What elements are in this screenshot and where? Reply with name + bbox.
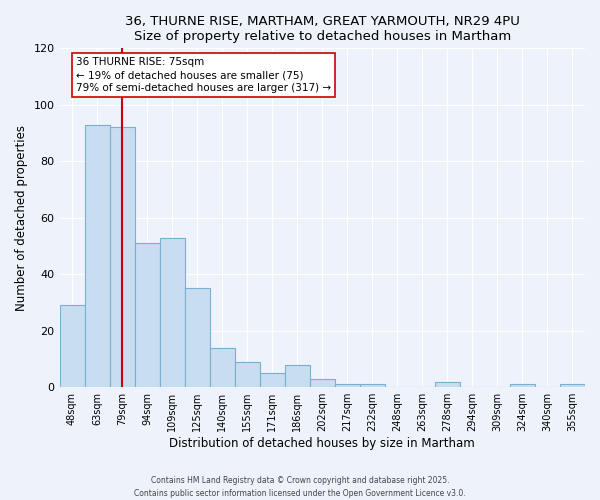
- Bar: [510, 384, 535, 387]
- X-axis label: Distribution of detached houses by size in Martham: Distribution of detached houses by size …: [169, 437, 475, 450]
- Bar: [209, 348, 235, 387]
- Text: 36 THURNE RISE: 75sqm
← 19% of detached houses are smaller (75)
79% of semi-deta: 36 THURNE RISE: 75sqm ← 19% of detached …: [76, 57, 331, 93]
- Bar: [160, 238, 185, 387]
- Bar: [260, 373, 285, 387]
- Bar: [285, 364, 310, 387]
- Bar: [134, 243, 160, 387]
- Bar: [185, 288, 209, 387]
- Bar: [335, 384, 360, 387]
- Bar: [310, 378, 335, 387]
- Text: Contains HM Land Registry data © Crown copyright and database right 2025.
Contai: Contains HM Land Registry data © Crown c…: [134, 476, 466, 498]
- Bar: [360, 384, 385, 387]
- Bar: [85, 124, 110, 387]
- Title: 36, THURNE RISE, MARTHAM, GREAT YARMOUTH, NR29 4PU
Size of property relative to : 36, THURNE RISE, MARTHAM, GREAT YARMOUTH…: [125, 15, 520, 43]
- Bar: [59, 306, 85, 387]
- Y-axis label: Number of detached properties: Number of detached properties: [15, 125, 28, 311]
- Bar: [110, 128, 134, 387]
- Bar: [435, 382, 460, 387]
- Bar: [235, 362, 260, 387]
- Bar: [560, 384, 585, 387]
